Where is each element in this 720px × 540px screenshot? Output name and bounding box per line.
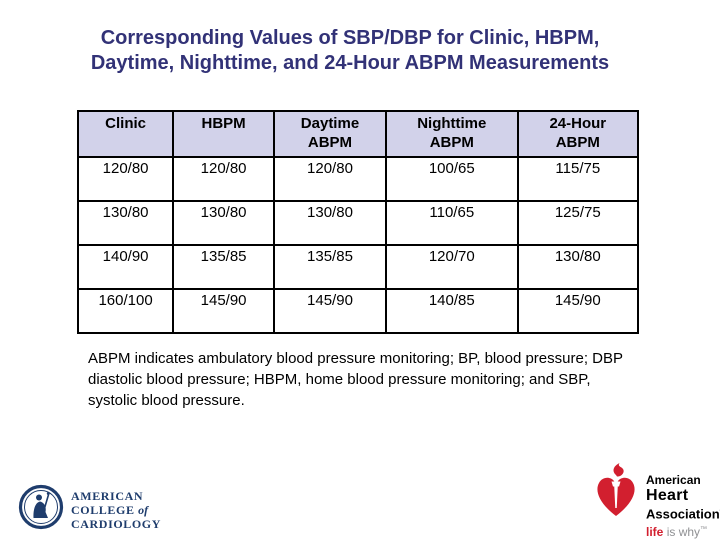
- table-cell: 110/65: [384, 200, 519, 246]
- table-cell: 135/85: [172, 244, 275, 290]
- table-cell: 145/90: [272, 288, 387, 334]
- table-cell: 120/80: [76, 156, 175, 202]
- col-header-24hour-abpm: 24-Hour ABPM: [516, 110, 640, 158]
- table-row: 130/80 130/80 130/80 110/65 125/75: [76, 200, 640, 246]
- acc-line-college-of: COLLEGE of: [71, 502, 149, 517]
- acc-logo: AMERICAN COLLEGE of CARDIOLOGY: [18, 484, 161, 535]
- table-cell: 130/80: [516, 244, 640, 290]
- table-cell: 140/90: [76, 244, 175, 290]
- aha-logo-text: American Heart Association® life is why™: [646, 463, 720, 540]
- table-cell: 135/85: [272, 244, 387, 290]
- table-row: 160/100 145/90 145/90 140/85 145/90: [76, 288, 640, 334]
- title-line-2: Daytime, Nighttime, and 24-Hour ABPM Mea…: [90, 52, 610, 74]
- table-cell: 100/65: [384, 156, 519, 202]
- table-cell: 125/75: [516, 200, 640, 246]
- acc-seal-icon: [18, 484, 64, 535]
- aha-heart-torch-icon: [591, 463, 641, 539]
- col-header-clinic: Clinic: [76, 110, 175, 158]
- header-row: Clinic HBPM Daytime ABPM Nighttime ABPM 24…: [76, 110, 640, 158]
- footnote: ABPM indicates ambulatory blood pressure…: [88, 350, 623, 409]
- table-cell: 120/80: [272, 156, 387, 202]
- table-cell: 140/85: [384, 288, 519, 334]
- table-cell: 115/75: [516, 156, 640, 202]
- table-cell: 145/90: [516, 288, 640, 334]
- aha-line-association: Association®: [646, 504, 720, 521]
- bp-values-table-container: Clinic HBPM Daytime ABPM Nighttime ABPM 24…: [76, 110, 640, 334]
- table-cell: 160/100: [76, 288, 175, 334]
- col-header-nighttime-abpm: Nighttime ABPM: [384, 110, 519, 158]
- acc-line-cardiology: CARDIOLOGY: [71, 516, 162, 531]
- table-row: 120/80 120/80 120/80 100/65 115/75: [76, 156, 640, 202]
- col-header-daytime-abpm: Daytime ABPM: [272, 110, 387, 158]
- table-cell: 145/90: [172, 288, 275, 334]
- col-header-hbpm: HBPM: [172, 110, 275, 158]
- table-cell: 120/80: [172, 156, 275, 202]
- aha-line-heart: Heart: [646, 487, 689, 504]
- aha-line-american: American: [646, 473, 701, 487]
- page-title: Corresponding Values of SBP/DBP for Clin…: [0, 26, 700, 76]
- table-cell: 130/80: [272, 200, 387, 246]
- table-cell: 120/70: [384, 244, 519, 290]
- trademark-mark: ™: [700, 526, 708, 534]
- aha-logo: American Heart Association® life is why™: [591, 463, 720, 539]
- table-cell: 130/80: [76, 200, 175, 246]
- aha-tagline: life is why™: [646, 525, 708, 540]
- bp-values-table: Clinic HBPM Daytime ABPM Nighttime ABPM 24…: [76, 110, 640, 334]
- table-cell: 130/80: [172, 200, 275, 246]
- acc-logo-text: AMERICAN COLLEGE of CARDIOLOGY: [71, 489, 161, 531]
- table-row: 140/90 135/85 135/85 120/70 130/80: [76, 244, 640, 290]
- title-line-1: Corresponding Values of SBP/DBP for Clin…: [100, 27, 600, 49]
- acc-line-american: AMERICAN: [71, 488, 144, 503]
